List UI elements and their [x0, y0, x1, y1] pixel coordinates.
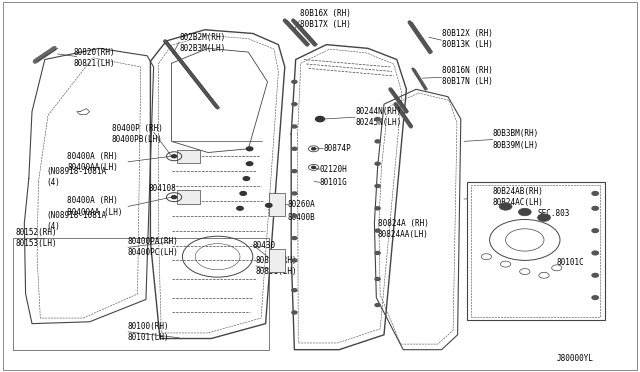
Circle shape — [375, 229, 380, 232]
Circle shape — [246, 162, 253, 166]
FancyBboxPatch shape — [177, 150, 200, 163]
Circle shape — [292, 170, 297, 173]
Circle shape — [375, 278, 380, 280]
Text: 80B12X (RH)
80B13K (LH): 80B12X (RH) 80B13K (LH) — [442, 29, 492, 49]
Text: 80101C: 80101C — [557, 258, 584, 267]
Circle shape — [292, 259, 297, 262]
Circle shape — [592, 192, 598, 195]
Text: J80000YL: J80000YL — [557, 355, 594, 363]
Text: 02120H: 02120H — [320, 165, 348, 174]
Text: SEC.803: SEC.803 — [538, 209, 570, 218]
Text: 80101G: 80101G — [320, 178, 348, 187]
Circle shape — [292, 125, 297, 128]
Circle shape — [292, 214, 297, 217]
Circle shape — [292, 192, 297, 195]
Circle shape — [312, 148, 316, 150]
Text: 80400B: 80400B — [288, 213, 316, 222]
Circle shape — [518, 208, 531, 216]
Circle shape — [592, 229, 598, 232]
Circle shape — [243, 177, 250, 180]
Circle shape — [375, 185, 380, 187]
Text: 80B16X (RH)
80B17X (LH): 80B16X (RH) 80B17X (LH) — [300, 9, 350, 29]
Circle shape — [538, 214, 550, 221]
Circle shape — [172, 196, 177, 199]
Circle shape — [292, 237, 297, 240]
Circle shape — [172, 155, 177, 158]
Circle shape — [292, 147, 297, 150]
Text: 80152(RH)
80153(LH): 80152(RH) 80153(LH) — [16, 228, 58, 248]
Text: 80400P (RH)
80400PB(LH): 80400P (RH) 80400PB(LH) — [112, 124, 163, 144]
FancyBboxPatch shape — [177, 190, 200, 204]
Text: 80100(RH)
80101(LH): 80100(RH) 80101(LH) — [128, 322, 170, 342]
FancyBboxPatch shape — [467, 182, 605, 320]
Text: 804108: 804108 — [148, 185, 176, 193]
Circle shape — [292, 289, 297, 292]
Circle shape — [375, 207, 380, 210]
Text: 80430: 80430 — [253, 241, 276, 250]
Circle shape — [292, 80, 297, 83]
FancyBboxPatch shape — [3, 2, 637, 370]
FancyBboxPatch shape — [269, 193, 285, 216]
Circle shape — [592, 206, 598, 210]
Circle shape — [375, 140, 380, 143]
Circle shape — [246, 147, 253, 151]
Circle shape — [375, 304, 380, 307]
Text: 80244N(RH)
80245N(LH): 80244N(RH) 80245N(LH) — [355, 107, 401, 127]
Text: 80824A (RH)
80824AA(LH): 80824A (RH) 80824AA(LH) — [378, 219, 428, 239]
Circle shape — [499, 203, 512, 210]
Text: 80830(RH)
80831(LH): 80830(RH) 80831(LH) — [256, 256, 298, 276]
Circle shape — [592, 273, 598, 277]
Circle shape — [375, 162, 380, 165]
FancyBboxPatch shape — [269, 249, 285, 272]
Circle shape — [592, 296, 598, 299]
Circle shape — [375, 251, 380, 254]
Circle shape — [375, 118, 380, 121]
Circle shape — [592, 251, 598, 255]
Circle shape — [240, 192, 246, 195]
Text: 80B3BM(RH)
80B39M(LH): 80B3BM(RH) 80B39M(LH) — [493, 129, 539, 150]
Text: (N08918-1081A
(4): (N08918-1081A (4) — [46, 211, 106, 231]
Circle shape — [312, 166, 316, 169]
FancyBboxPatch shape — [471, 185, 600, 317]
FancyBboxPatch shape — [13, 238, 269, 350]
Text: 80B24AB(RH)
80B24AC(LH): 80B24AB(RH) 80B24AC(LH) — [493, 187, 543, 207]
Text: 80400A (RH)
80400AA (LH): 80400A (RH) 80400AA (LH) — [67, 196, 123, 217]
Circle shape — [237, 206, 243, 210]
Text: 80260A: 80260A — [288, 200, 316, 209]
Text: 80820(RH)
80821(LH): 80820(RH) 80821(LH) — [74, 48, 115, 68]
Text: 80400A (RH)
80400AA(LH): 80400A (RH) 80400AA(LH) — [67, 152, 118, 172]
Circle shape — [292, 103, 297, 106]
Text: 80874P: 80874P — [323, 144, 351, 153]
Text: (N08918-1081A
(4): (N08918-1081A (4) — [46, 167, 106, 187]
Text: 80400PA(RH)
80400PC(LH): 80400PA(RH) 80400PC(LH) — [128, 237, 179, 257]
Circle shape — [316, 116, 324, 122]
Text: 802B2M(RH)
802B3M(LH): 802B2M(RH) 802B3M(LH) — [179, 33, 225, 53]
Circle shape — [292, 311, 297, 314]
Circle shape — [266, 203, 272, 207]
Text: 80816N (RH)
80B17N (LH): 80816N (RH) 80B17N (LH) — [442, 66, 492, 86]
